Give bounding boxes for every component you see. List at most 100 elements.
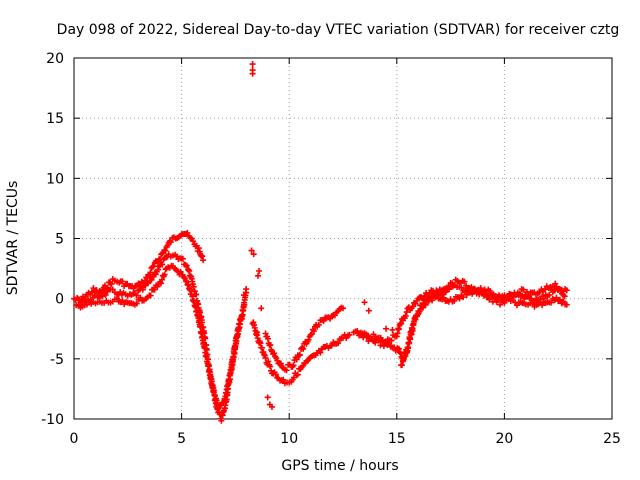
y-tick-label: 20 xyxy=(46,51,64,67)
data-point xyxy=(102,291,109,298)
data-point xyxy=(354,328,361,335)
data-point xyxy=(159,261,166,268)
data-point xyxy=(184,229,191,236)
data-point xyxy=(299,344,306,351)
data-point xyxy=(148,276,155,283)
x-axis-label: GPS time / hours xyxy=(281,458,398,474)
data-point xyxy=(241,301,248,308)
data-point xyxy=(400,356,407,363)
data-point xyxy=(239,312,246,319)
data-point xyxy=(258,305,265,312)
data-point xyxy=(250,251,257,258)
data-point xyxy=(557,286,564,293)
data-point xyxy=(402,313,409,320)
y-axis-label: SDTVAR / TECUs xyxy=(5,181,21,296)
data-point xyxy=(340,305,346,312)
data-point xyxy=(556,296,563,303)
data-point xyxy=(232,344,239,351)
data-point xyxy=(220,399,227,406)
data-point xyxy=(293,356,300,363)
data-point xyxy=(395,345,402,352)
data-point xyxy=(162,247,169,254)
data-point xyxy=(548,299,555,306)
data-point xyxy=(272,371,279,378)
data-point xyxy=(249,70,256,77)
data-point xyxy=(365,307,372,314)
data-point xyxy=(409,327,416,334)
data-point xyxy=(405,345,412,352)
data-point xyxy=(264,335,271,342)
data-point xyxy=(139,286,146,293)
data-point xyxy=(190,238,197,245)
x-tick-label: 20 xyxy=(495,431,513,447)
data-point xyxy=(147,292,154,299)
data-point xyxy=(150,263,157,270)
data-point xyxy=(156,263,163,270)
data-point xyxy=(166,238,173,245)
data-point xyxy=(195,245,202,252)
x-tick-label: 15 xyxy=(388,431,406,447)
data-point xyxy=(196,248,203,255)
data-point xyxy=(241,292,248,299)
data-point xyxy=(307,331,314,338)
data-point xyxy=(177,268,184,275)
data-point xyxy=(389,326,396,333)
data-point xyxy=(114,295,121,302)
data-point xyxy=(199,253,206,260)
data-point xyxy=(137,294,144,301)
data-point xyxy=(552,280,559,287)
data-point xyxy=(267,341,274,348)
data-point xyxy=(421,293,428,300)
data-point xyxy=(228,367,235,374)
data-point xyxy=(161,271,168,278)
x-tick-label: 0 xyxy=(70,431,79,447)
data-point xyxy=(268,403,275,410)
data-point xyxy=(218,417,225,424)
x-tick-label: 10 xyxy=(280,431,298,447)
data-point xyxy=(487,287,494,294)
data-point xyxy=(563,301,570,308)
data-point xyxy=(265,358,272,365)
data-point xyxy=(328,342,335,349)
data-point xyxy=(529,300,536,307)
data-point xyxy=(179,255,186,262)
data-point xyxy=(283,367,290,374)
data-point xyxy=(383,325,390,332)
data-point xyxy=(294,371,301,378)
data-point xyxy=(248,247,255,254)
data-point xyxy=(528,295,535,302)
data-point xyxy=(183,278,190,285)
data-point xyxy=(158,280,165,287)
data-points xyxy=(71,61,570,424)
x-tick-label: 25 xyxy=(603,431,621,447)
data-point xyxy=(460,294,467,301)
series-track-d xyxy=(249,319,353,387)
data-point xyxy=(296,351,303,358)
data-point xyxy=(262,354,269,361)
data-point xyxy=(561,293,568,300)
data-point xyxy=(167,239,174,246)
data-point xyxy=(300,345,307,352)
data-point xyxy=(451,297,458,304)
data-point xyxy=(477,285,484,292)
y-tick-label: 10 xyxy=(46,171,64,187)
data-point xyxy=(253,329,260,336)
data-point xyxy=(403,309,410,316)
data-point xyxy=(186,286,193,293)
data-point xyxy=(267,363,274,370)
data-point xyxy=(398,320,405,327)
data-point xyxy=(461,278,468,285)
series-track-h xyxy=(398,285,570,369)
data-point xyxy=(133,300,140,307)
data-point xyxy=(440,294,447,301)
data-point xyxy=(88,289,95,296)
data-point xyxy=(262,330,269,337)
data-point xyxy=(553,294,560,301)
data-point xyxy=(290,362,297,369)
data-point xyxy=(520,286,527,293)
data-point xyxy=(497,301,504,308)
data-point xyxy=(264,394,271,401)
data-point xyxy=(154,266,161,273)
data-point xyxy=(226,377,233,384)
data-point xyxy=(541,286,548,293)
